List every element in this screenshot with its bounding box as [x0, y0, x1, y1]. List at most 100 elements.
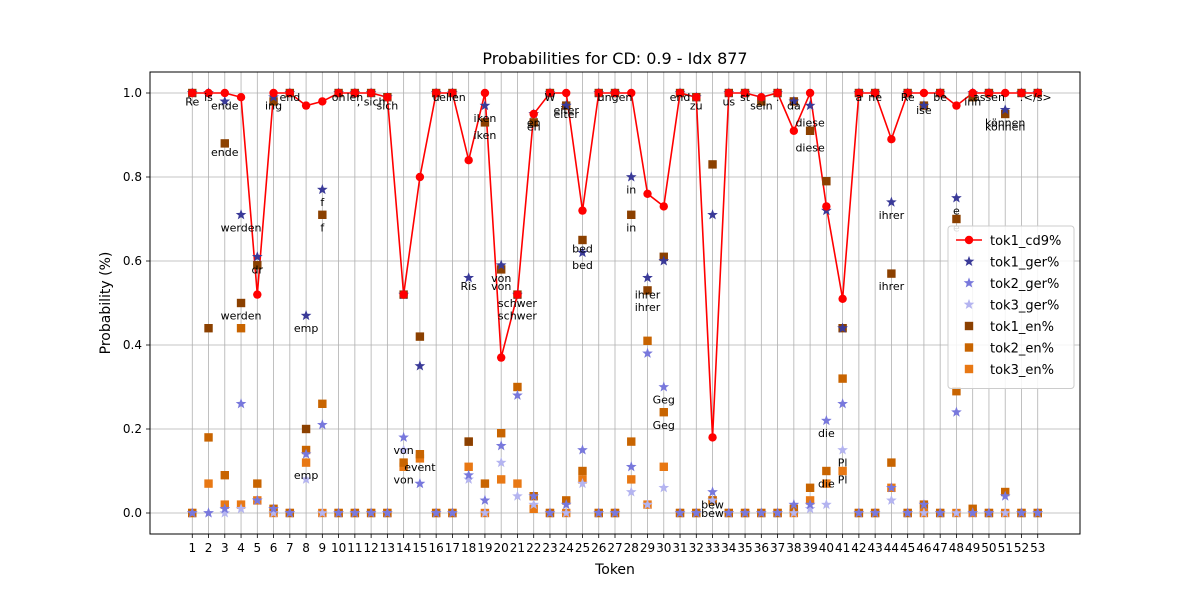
tok2-ger-point	[918, 499, 930, 510]
token-annotation: ne	[868, 91, 882, 104]
x-tick-label: 28	[624, 541, 639, 555]
x-tick-label: 47	[933, 541, 948, 555]
tok1-cd9-point	[431, 88, 441, 98]
legend: tok1_cd9% tok1_ger% tok2_ger% tok3_ger% tok1…	[947, 225, 1075, 389]
token-annotation: a	[856, 91, 863, 104]
token-annotation: von	[394, 473, 414, 486]
tok2-en-point	[480, 479, 490, 488]
x-tick-label: 44	[884, 541, 899, 555]
grid-lines	[150, 72, 1080, 534]
tok3-ger-point	[886, 494, 897, 505]
tok1-en-point	[643, 286, 652, 295]
tok2-ger-point	[349, 507, 361, 518]
token-annotation: iken	[474, 112, 497, 125]
tok1-en-point	[952, 214, 961, 224]
tok1-cd9-point	[805, 88, 815, 98]
x-tick-label: 6	[270, 541, 278, 555]
x-tick-label: 36	[754, 541, 769, 555]
x-tick-label: 19	[477, 541, 492, 555]
tok1-cd9-point	[366, 88, 376, 98]
tok1-cd9-point	[383, 93, 392, 102]
tok1-cd9-point	[659, 202, 668, 211]
tok3-ger-point	[512, 490, 523, 501]
tok3-ger-point	[577, 478, 588, 489]
tok1-cd9-point	[464, 156, 473, 165]
tok2-en-point	[513, 382, 522, 392]
x-tick-label: 18	[461, 541, 476, 555]
tok1-ger-point	[317, 184, 328, 195]
tok1-cd9-point	[545, 88, 555, 98]
tok3-ger-point	[821, 499, 832, 510]
legend-marker-tok3-en	[964, 364, 974, 374]
token-annotation: ing	[265, 100, 282, 113]
token-annotation: bed	[572, 259, 593, 272]
y-tick-label: 0.0	[123, 506, 142, 520]
tok2-en-point	[399, 458, 408, 467]
token-annotation: en	[527, 121, 541, 134]
tok1-cd9-point	[301, 101, 311, 110]
token-annotation: in	[626, 184, 636, 197]
token-annotation: diese	[795, 142, 825, 155]
token-annotation: Geg	[653, 419, 675, 432]
tok2-ger-point	[317, 419, 328, 430]
legend-marker-tok3-ger	[963, 298, 975, 310]
token-annotation: diese	[795, 116, 825, 129]
tok1-en-point	[236, 298, 246, 308]
tok1-ger-point	[804, 100, 816, 111]
tok3-en-point	[659, 462, 668, 471]
x-tick-label: 42	[851, 541, 866, 555]
token-annotation: len	[346, 91, 363, 104]
tok3-ger-point	[707, 494, 718, 505]
tok3-en-point	[529, 504, 538, 513]
token-annotation: Re	[901, 91, 915, 104]
tok2-en-point	[578, 466, 587, 476]
token-annotation: können	[985, 121, 1025, 134]
x-tick-label: 52	[1014, 541, 1029, 555]
x-tick-label: 34	[721, 541, 736, 555]
token-annotation: ihrer	[635, 301, 661, 314]
tok2-ger-point	[560, 499, 572, 510]
x-tick-label: 5	[253, 541, 261, 555]
tok3-ger-point	[300, 473, 312, 484]
token-annotation: werden	[221, 221, 262, 234]
x-tick-label: 12	[363, 541, 378, 555]
tok2-ger-point	[869, 507, 881, 518]
tok1-ger-point	[300, 310, 312, 321]
tok2-ger-point	[707, 486, 718, 497]
tok2-en-point	[659, 408, 668, 417]
token-annotation: .	[1020, 91, 1024, 104]
token-annotation: eiter	[554, 108, 580, 121]
x-tick-label: 33	[705, 541, 720, 555]
tok1-ger-point	[463, 272, 474, 283]
tok2-ger-point	[593, 507, 605, 518]
token-annotation: ende	[211, 146, 239, 159]
legend-marker-tok2-ger	[963, 277, 975, 288]
x-tick-label: 27	[607, 541, 622, 555]
token-annotation: ende	[211, 100, 239, 113]
tok1-ger-point	[625, 171, 637, 182]
tok2-ger-point	[414, 478, 426, 489]
tok2-ger-point	[365, 507, 377, 518]
tok1-cd9-point	[935, 88, 945, 98]
tok2-ger-point	[642, 347, 653, 358]
tok1-cd9-point	[870, 88, 880, 98]
tok1-cd9-point	[724, 88, 734, 98]
tok1-en-point	[1001, 109, 1010, 119]
tok3-ger-point	[918, 507, 930, 518]
tok1-ger-point	[951, 192, 962, 203]
token-annotation: end	[670, 91, 691, 104]
y-tick-label: 0.2	[123, 422, 142, 436]
x-tick-label: 40	[819, 541, 834, 555]
tok1-cd9-point	[757, 93, 766, 102]
tok3-ger-point	[837, 444, 848, 455]
legend-label-tok2-ger: tok2_ger%	[990, 277, 1059, 292]
tok1-ger-point	[886, 196, 897, 207]
tok1-cd9-point	[448, 88, 457, 98]
axes: 1 2 3 4 5 6 7 8 9 10 11 12 13 14 15 16 17 18 19 20 21 22 23 24 2…	[123, 86, 1045, 555]
x-tick-label: 21	[510, 541, 525, 555]
legend-marker-tok1-cd9	[964, 235, 974, 245]
tok2-ger-point	[723, 507, 735, 518]
tok1-cd9-point	[692, 93, 701, 102]
